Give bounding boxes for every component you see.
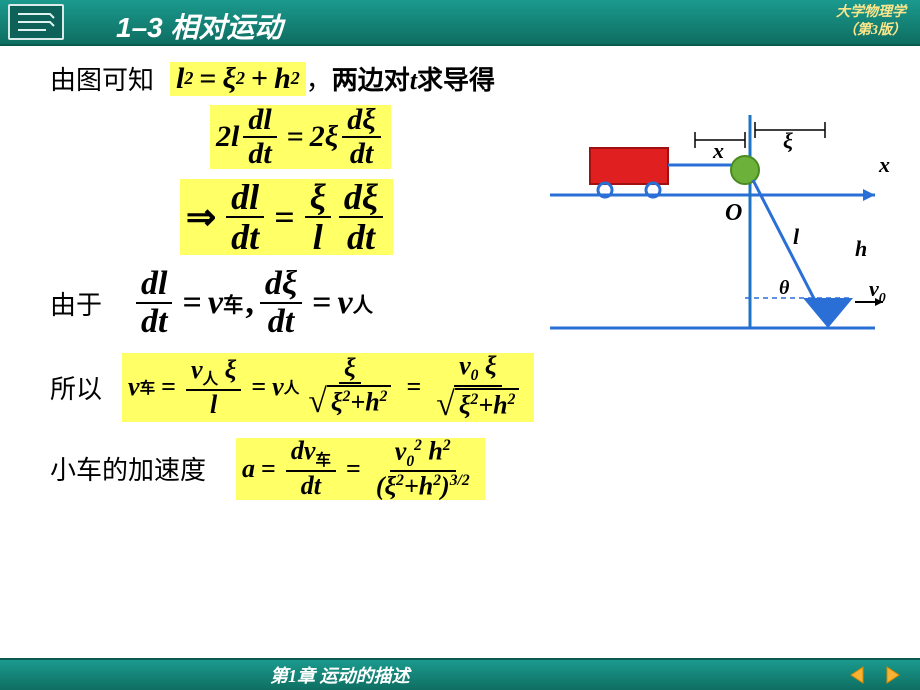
- label-x: x: [712, 138, 724, 163]
- line-so: 所以 v车=v人 ξl=v人ξ√ξ2+h2=v0 ξ√ξ2+h2: [50, 353, 900, 422]
- cart-body: [590, 148, 668, 184]
- eq-result: v车=v人 ξl=v人ξ√ξ2+h2=v0 ξ√ξ2+h2: [122, 353, 534, 422]
- text-accel: 小车的加速度: [50, 450, 206, 487]
- eq-pythagoras: l2=ξ2+h2: [170, 62, 306, 96]
- comma: ，: [306, 60, 332, 97]
- physics-diagram: x ξ x O l h θ v0: [545, 110, 895, 340]
- label-theta: θ: [779, 277, 790, 299]
- book-name: 大学物理学: [836, 5, 906, 20]
- person-triangle: [803, 298, 853, 328]
- book-title: 大学物理学 （第3版）: [836, 4, 906, 40]
- text-derive: 两边对t求导得: [332, 60, 495, 97]
- x-arrowhead: [863, 189, 875, 201]
- section-title: 1–3 相对运动: [116, 6, 283, 46]
- next-button[interactable]: [880, 664, 904, 686]
- label-x-axis: x: [878, 152, 890, 177]
- book-edition: （第3版）: [843, 23, 906, 38]
- line-accel: 小车的加速度 a=dv车dt=v02 h2(ξ2+h2)3/2: [50, 438, 900, 500]
- label-xi: ξ: [783, 128, 793, 153]
- text-prefix: 由图可知: [50, 60, 154, 97]
- eq-accel: a=dv车dt=v02 h2(ξ2+h2)3/2: [236, 438, 485, 500]
- nav-buttons: [846, 664, 904, 686]
- slide-header: 1–3 相对运动 大学物理学 （第3版）: [0, 0, 920, 46]
- label-h: h: [855, 236, 867, 261]
- slide-footer: 第1章 运动的描述: [0, 658, 920, 690]
- line-given: 由图可知 l2=ξ2+h2 ， 两边对t求导得: [50, 60, 900, 97]
- text-so: 所以: [50, 369, 102, 406]
- pulley: [731, 156, 759, 184]
- text-since: 由于: [50, 285, 102, 322]
- label-l: l: [793, 224, 800, 249]
- logo-icon: [8, 4, 64, 40]
- label-O: O: [725, 200, 742, 226]
- chapter-title: 第1章 运动的描述: [270, 662, 410, 688]
- eq-velocities: dldt=v车,dξdt=v人: [132, 267, 373, 339]
- prev-button[interactable]: [846, 664, 870, 686]
